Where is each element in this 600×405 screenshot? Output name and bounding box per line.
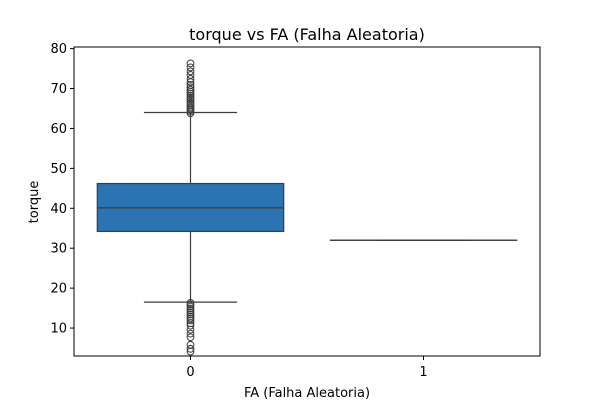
outlier-point [187, 64, 194, 71]
y-tick-label: 60 [50, 122, 67, 137]
y-axis-label: torque [27, 181, 42, 224]
x-axis-label: FA (Falha Aleatoria) [244, 386, 370, 400]
y-tick-label: 20 [50, 282, 67, 297]
y-tick-label: 70 [50, 82, 67, 97]
x-tick-label: 1 [419, 365, 427, 380]
y-tick-label: 80 [50, 42, 67, 57]
y-tick-label: 10 [50, 322, 67, 337]
outlier-point [187, 60, 194, 67]
y-tick-label: 30 [50, 242, 67, 257]
y-tick-label: 40 [50, 202, 67, 217]
chart-title: torque vs FA (Falha Aleatoria) [189, 25, 425, 44]
outlier-point [187, 326, 194, 333]
outlier-point [187, 341, 194, 348]
y-tick-label: 50 [50, 162, 67, 177]
box-group-0 [97, 60, 283, 355]
plot-layer [97, 60, 516, 355]
x-tick-label: 0 [186, 365, 194, 380]
